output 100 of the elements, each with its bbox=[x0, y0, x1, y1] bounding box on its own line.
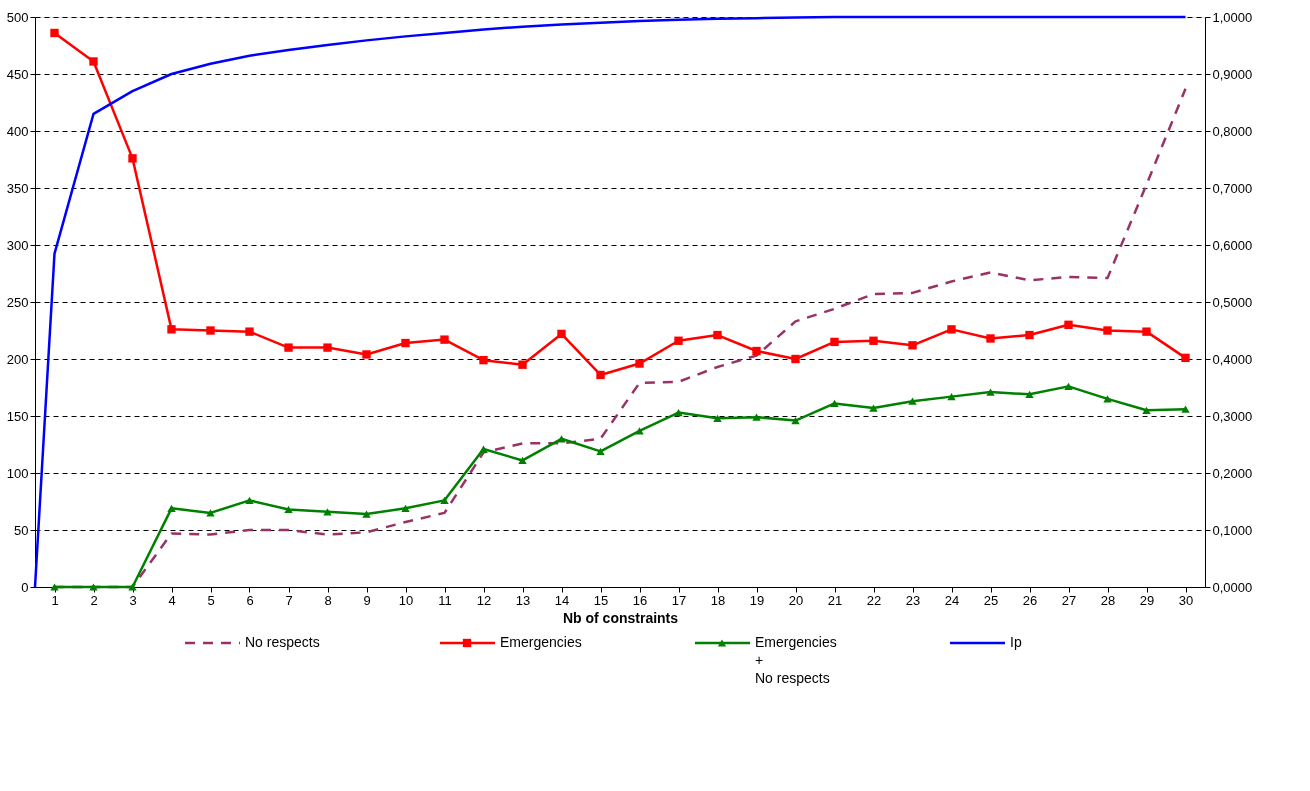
point bbox=[791, 354, 800, 364]
y-tick-label: 150 bbox=[6, 408, 29, 424]
y-tick-label: 350 bbox=[6, 180, 29, 196]
x-tick-label: 30 bbox=[1178, 592, 1194, 608]
x-tick-label: 7 bbox=[285, 592, 293, 608]
x-axis-title: Nb of constraints bbox=[562, 609, 679, 626]
point bbox=[635, 427, 644, 435]
point bbox=[245, 496, 254, 504]
y-tick-label: 0 bbox=[21, 579, 29, 595]
y2-tick-label: 0,8000 bbox=[1212, 123, 1253, 139]
point bbox=[479, 355, 488, 365]
x-tick-label: 19 bbox=[749, 592, 765, 608]
x-tick-label: 8 bbox=[324, 592, 332, 608]
y2-tick-label: 0,3000 bbox=[1212, 408, 1253, 424]
point bbox=[1142, 406, 1151, 414]
y2-tick-label: 1,0000 bbox=[1212, 9, 1253, 25]
x-tick-label: 24 bbox=[944, 592, 960, 608]
x-tick-label: 16 bbox=[632, 592, 648, 608]
point bbox=[89, 583, 98, 591]
x-tick-label: 2 bbox=[90, 592, 98, 608]
x-tick-label: 21 bbox=[827, 592, 843, 608]
y-tick-label: 300 bbox=[6, 237, 29, 253]
point bbox=[830, 399, 839, 408]
point bbox=[128, 154, 137, 163]
y2-tick-label: 0,9000 bbox=[1212, 66, 1253, 82]
x-tick-label: 14 bbox=[554, 592, 570, 608]
point bbox=[401, 504, 410, 512]
y-tick-label: 200 bbox=[6, 351, 29, 367]
point bbox=[869, 404, 878, 412]
point bbox=[752, 413, 761, 421]
point bbox=[1064, 320, 1073, 329]
point bbox=[1025, 330, 1034, 340]
point bbox=[89, 57, 98, 66]
x-tick-label: 20 bbox=[788, 592, 804, 608]
point bbox=[596, 370, 605, 380]
point bbox=[401, 338, 410, 348]
point bbox=[50, 28, 59, 38]
legend-label: No respects bbox=[245, 634, 320, 650]
y-tick-label: 500 bbox=[6, 9, 29, 25]
point bbox=[323, 508, 332, 516]
x-tick-label: 18 bbox=[710, 592, 726, 608]
point bbox=[362, 510, 371, 518]
point bbox=[479, 445, 488, 453]
point bbox=[1103, 395, 1112, 403]
point bbox=[557, 329, 566, 339]
x-tick-label: 23 bbox=[905, 592, 921, 608]
point bbox=[440, 335, 449, 344]
point bbox=[908, 397, 917, 405]
point bbox=[167, 325, 176, 334]
point bbox=[1181, 405, 1190, 413]
point bbox=[986, 388, 995, 396]
x-tick-label: 3 bbox=[129, 592, 137, 608]
point bbox=[323, 343, 332, 352]
x-tick-label: 9 bbox=[363, 592, 371, 608]
point bbox=[1142, 327, 1151, 336]
x-tick-label: 1 bbox=[51, 592, 59, 608]
y2-tick-label: 0,2000 bbox=[1212, 465, 1253, 481]
x-tick-label: 27 bbox=[1061, 592, 1077, 608]
x-tick-label: 12 bbox=[476, 592, 492, 608]
x-tick-label: 10 bbox=[398, 592, 414, 608]
y2-tick-label: 0,4000 bbox=[1212, 351, 1253, 367]
point bbox=[674, 336, 683, 345]
y-tick-label: 100 bbox=[6, 465, 29, 481]
y-tick-label: 400 bbox=[6, 123, 29, 139]
point bbox=[596, 447, 605, 455]
y-tick-label: 250 bbox=[6, 294, 29, 310]
point bbox=[557, 435, 566, 443]
y2-tick-label: 0,5000 bbox=[1212, 294, 1253, 310]
y2-tick-label: 0,6000 bbox=[1212, 237, 1253, 253]
point bbox=[245, 327, 254, 336]
x-tick-label: 22 bbox=[866, 592, 882, 608]
legend-label: Ip bbox=[1010, 634, 1022, 650]
point bbox=[1064, 382, 1073, 390]
point bbox=[167, 504, 176, 512]
point bbox=[206, 509, 215, 517]
x-tick-label: 29 bbox=[1139, 592, 1155, 608]
y-tick-label: 450 bbox=[6, 66, 29, 82]
point bbox=[1103, 326, 1112, 335]
point bbox=[674, 408, 683, 417]
point bbox=[284, 343, 293, 352]
point bbox=[518, 456, 527, 465]
x-tick-label: 25 bbox=[983, 592, 999, 608]
y-tick-label: 50 bbox=[14, 522, 29, 538]
point bbox=[206, 326, 215, 335]
point bbox=[908, 341, 917, 350]
legend-label: Emergencies + No respects bbox=[755, 634, 837, 686]
x-tick-label: 11 bbox=[438, 592, 452, 608]
point bbox=[986, 334, 995, 343]
x-tick-label: 28 bbox=[1100, 592, 1116, 608]
point bbox=[947, 325, 956, 334]
point bbox=[362, 350, 371, 359]
point bbox=[713, 414, 722, 422]
legend-label: Emergencies bbox=[500, 634, 582, 650]
point bbox=[713, 330, 722, 340]
point bbox=[947, 393, 956, 401]
point bbox=[50, 583, 59, 591]
point bbox=[869, 336, 878, 345]
point bbox=[830, 337, 839, 347]
point bbox=[128, 583, 137, 591]
y2-tick-label: 0,7000 bbox=[1212, 180, 1253, 196]
